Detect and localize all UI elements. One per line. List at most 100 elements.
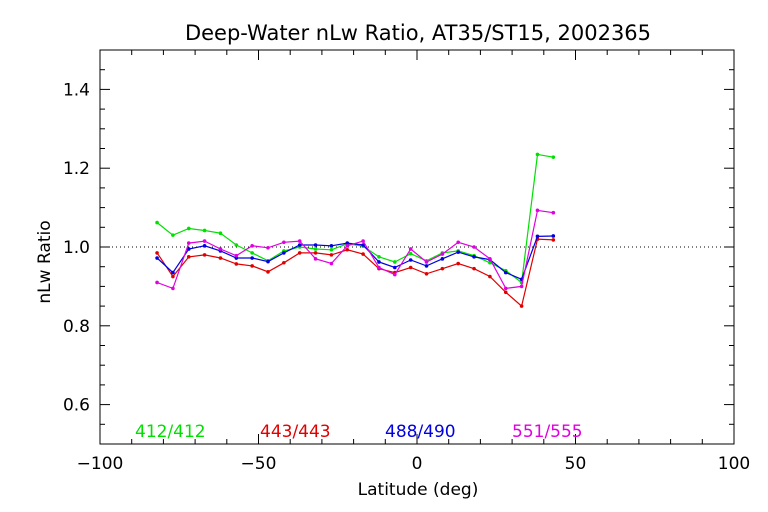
data-point [408, 247, 413, 251]
data-point [218, 256, 223, 260]
x-tick-label: 100 [718, 454, 750, 474]
data-point [377, 265, 381, 270]
legend-entry: 488/490 [385, 422, 456, 442]
data-point [313, 257, 318, 261]
data-point [472, 266, 476, 271]
data-point [329, 247, 334, 252]
data-point [282, 251, 286, 255]
data-point [202, 239, 207, 243]
x-ticks: −100 −50 0 50 100 [77, 50, 750, 474]
data-point [171, 233, 175, 237]
data-point [234, 253, 239, 258]
x-axis-label: Latitude (deg) [358, 480, 479, 500]
data-point [551, 234, 556, 238]
data-point [202, 228, 207, 233]
data-point [456, 261, 461, 266]
series-group [155, 152, 556, 308]
data-point [535, 152, 540, 157]
y-tick-label: 0.6 [63, 396, 90, 416]
data-point [345, 244, 350, 248]
data-point [488, 274, 492, 279]
data-point [266, 270, 270, 274]
data-point [250, 251, 254, 255]
y-tick-label: 1.2 [63, 159, 90, 179]
data-point [361, 243, 365, 247]
data-point [171, 286, 175, 291]
data-point [456, 250, 461, 254]
data-point [424, 260, 429, 264]
data-point [535, 234, 540, 239]
series-line [156, 238, 554, 308]
data-point [234, 243, 239, 247]
data-point [313, 243, 318, 247]
data-point [186, 247, 191, 251]
data-point [519, 284, 524, 289]
chart-title: Deep-Water nLw Ratio, AT35/ST15, 2002365 [185, 21, 651, 45]
legend-entry: 551/555 [512, 422, 583, 442]
data-point [424, 271, 429, 276]
x-tick-label: −100 [77, 454, 124, 474]
data-point [155, 251, 159, 255]
data-point [297, 251, 302, 255]
data-point [393, 272, 397, 277]
data-point [282, 240, 286, 245]
data-point [456, 240, 461, 245]
legend: 412/412 443/443 488/490 551/555 [135, 422, 583, 442]
data-point [424, 264, 429, 268]
data-point [218, 231, 223, 236]
data-point [297, 243, 302, 247]
y-tick-label: 1.4 [63, 80, 90, 100]
data-point [218, 247, 223, 251]
data-point [377, 260, 381, 264]
y-tick-label: 0.8 [63, 317, 90, 337]
y-tick-label: 1.0 [63, 238, 90, 258]
data-point [155, 256, 159, 260]
data-point [361, 252, 365, 256]
y-axis-label: nLw Ratio [35, 220, 55, 303]
data-point [377, 255, 381, 259]
data-point [535, 208, 540, 213]
data-point [408, 265, 413, 270]
legend-entry: 412/412 [135, 422, 206, 442]
data-point [186, 255, 191, 259]
data-point [503, 270, 508, 275]
data-point [250, 244, 254, 248]
legend-entry: 443/443 [260, 422, 331, 442]
data-point [171, 274, 175, 279]
y-ticks: 0.6 0.8 1.0 1.2 1.4 [63, 49, 734, 445]
data-point [440, 252, 445, 256]
series-line [156, 209, 554, 290]
data-point [408, 258, 413, 262]
data-point [329, 253, 334, 257]
data-point [155, 220, 159, 225]
data-point [266, 245, 270, 250]
data-point [551, 238, 556, 242]
data-point [345, 247, 350, 252]
data-point [186, 241, 191, 245]
data-point [472, 255, 476, 259]
data-point [282, 260, 286, 265]
data-point [519, 304, 524, 308]
x-tick-label: 50 [565, 454, 587, 474]
data-point [155, 280, 159, 285]
data-point [313, 247, 318, 251]
data-point [250, 256, 254, 260]
x-tick-label: −50 [241, 454, 277, 474]
data-point [266, 259, 270, 264]
x-tick-label: 0 [412, 454, 423, 474]
data-point [551, 210, 556, 215]
data-point [408, 251, 413, 256]
data-point [297, 239, 302, 243]
data-point [472, 245, 476, 249]
data-point [503, 286, 508, 291]
data-point [250, 264, 254, 268]
data-point [551, 155, 556, 159]
data-point [345, 241, 350, 245]
data-point [202, 253, 207, 257]
data-point [440, 266, 445, 271]
series-line [156, 153, 554, 284]
data-point [329, 244, 334, 248]
data-point [393, 260, 397, 264]
data-point [393, 265, 397, 270]
